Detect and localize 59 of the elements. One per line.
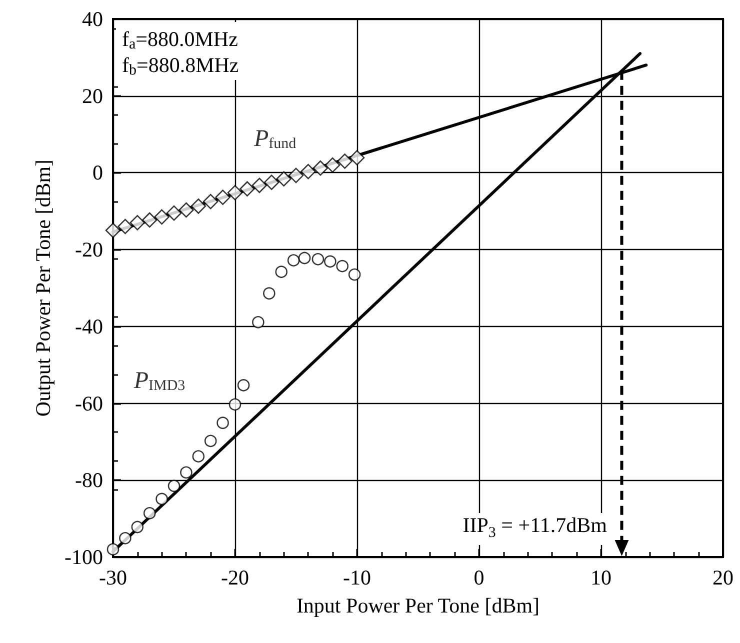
point bbox=[154, 209, 170, 225]
point bbox=[166, 205, 182, 221]
point bbox=[263, 287, 276, 300]
point bbox=[178, 202, 194, 218]
annotation: IIP$_{3}$ = +11.7dBm bbox=[460, 513, 610, 546]
series-label: PIMD3 bbox=[132, 368, 186, 394]
x-axis-title: Input Power Per Tone [dBm] bbox=[296, 594, 540, 618]
point bbox=[324, 157, 340, 173]
point bbox=[336, 260, 349, 272]
point bbox=[180, 466, 192, 479]
point bbox=[118, 218, 133, 234]
y-tick-label: 20 bbox=[82, 84, 103, 108]
y-axis-title: Output Power Per Tone [dBm] bbox=[31, 159, 56, 417]
point bbox=[215, 190, 230, 205]
point bbox=[131, 520, 144, 534]
point bbox=[275, 266, 288, 278]
point bbox=[228, 398, 242, 411]
point bbox=[105, 222, 121, 238]
point bbox=[119, 532, 132, 544]
point bbox=[298, 252, 311, 264]
point bbox=[312, 253, 324, 266]
point bbox=[252, 178, 268, 194]
point bbox=[106, 543, 120, 556]
point bbox=[227, 185, 243, 200]
point bbox=[349, 150, 365, 166]
point bbox=[204, 434, 217, 448]
point bbox=[156, 492, 168, 506]
y-tick-label: 40 bbox=[82, 7, 103, 31]
point bbox=[190, 198, 206, 214]
point bbox=[252, 316, 264, 328]
point bbox=[348, 268, 361, 281]
x-tick-label: -20 bbox=[221, 566, 249, 590]
point bbox=[276, 171, 292, 187]
point bbox=[202, 194, 218, 210]
y-tick-label: -80 bbox=[75, 468, 103, 492]
point bbox=[168, 480, 180, 492]
point bbox=[312, 160, 328, 176]
x-tick-label: 20 bbox=[712, 566, 734, 590]
point bbox=[237, 379, 250, 392]
point bbox=[240, 181, 255, 197]
point bbox=[337, 154, 352, 169]
y-tick-label: -20 bbox=[75, 238, 103, 262]
point bbox=[143, 507, 156, 520]
point bbox=[264, 174, 280, 190]
x-tick-label: 10 bbox=[590, 566, 612, 590]
point bbox=[287, 254, 300, 266]
y-tick-label: 0 bbox=[92, 160, 103, 185]
point bbox=[130, 215, 146, 230]
point bbox=[300, 164, 316, 180]
point bbox=[192, 450, 205, 462]
series-label: Pfund bbox=[252, 126, 297, 152]
point bbox=[216, 416, 229, 430]
y-tick-label: -60 bbox=[75, 391, 103, 416]
point bbox=[142, 212, 158, 228]
x-tick-label: -10 bbox=[343, 566, 371, 590]
x-tick-label: 0 bbox=[474, 566, 484, 590]
point bbox=[324, 255, 336, 268]
y-tick-label: -40 bbox=[75, 314, 103, 338]
point bbox=[288, 168, 304, 184]
